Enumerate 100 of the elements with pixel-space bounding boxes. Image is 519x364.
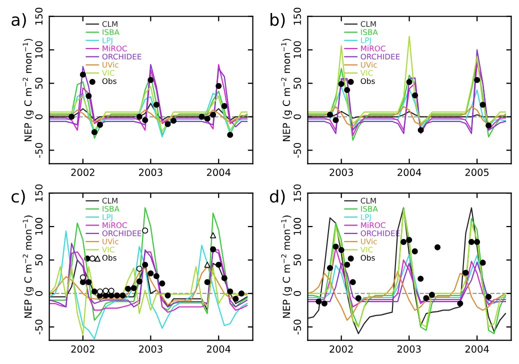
point [142,262,148,268]
point [321,300,328,307]
point [210,232,216,238]
point [326,265,334,272]
point [344,86,350,94]
point [332,117,339,124]
point [434,244,441,250]
point [238,290,244,297]
x-tick-label: 2003 [397,345,421,353]
line-series [308,106,506,128]
point [159,280,166,286]
y-tick-label: 100 [35,218,43,235]
point [91,129,98,136]
y-tick-label: 150 [294,184,301,202]
point [114,292,120,299]
point [170,118,177,124]
point [462,270,469,276]
point [480,102,486,108]
point [221,103,228,110]
point [338,246,344,253]
point [204,262,210,268]
point [120,292,126,299]
point [80,274,86,280]
point [400,238,407,245]
point [216,262,222,268]
x-tick-label: 2004 [465,345,489,353]
point [221,275,228,282]
point [102,288,109,294]
point [412,92,418,98]
chart-title: b) [270,13,285,28]
point [418,276,424,282]
point [148,76,154,83]
point [423,295,430,302]
point [125,286,132,292]
point [136,114,142,120]
point [210,112,216,118]
point [153,273,160,280]
chart-title: d) [270,190,285,205]
x-tick-label: 2002 [330,345,353,353]
point [406,78,412,85]
point [204,279,210,286]
point [216,82,222,90]
point [210,246,216,252]
y-axis-title: NEP (g C m$^{−2}$ mon$^{−1}$) [22,38,34,142]
point [80,72,86,78]
x-tick-label: 2002 [71,168,94,176]
y-axis-title: NEP (g C m$^{−2}$ mon$^{−1}$) [281,38,292,142]
line-series [49,92,248,138]
point [142,228,148,234]
line-series [308,110,506,119]
point [198,114,205,120]
point [412,248,418,254]
y-tick-label: 50 [294,254,301,266]
point [204,116,210,122]
y-tick-label: 0 [35,114,43,120]
point [227,288,234,294]
point [406,236,412,243]
point [332,244,339,250]
y-tick-label: 150 [35,8,43,25]
point [108,288,114,294]
point [480,260,486,266]
point [96,122,104,128]
y-tick-label: 50 [35,254,43,266]
point [232,296,239,302]
point [91,288,98,294]
point [68,114,75,120]
y-axis-title: NEP (g C m$^{−2}$ mon$^{−1}$) [22,216,34,318]
x-tick-label: 2003 [330,168,353,176]
point [164,292,171,299]
point [86,279,92,286]
point [316,298,322,305]
y-tick-label: -50 [35,320,43,334]
line-series [308,270,506,321]
y-tick-label: 150 [35,184,43,202]
point [136,266,142,272]
y-tick-label: 0 [294,291,301,296]
y-tick-label: 0 [294,114,301,120]
y-tick-label: -50 [294,320,301,334]
point [142,117,148,124]
point [474,238,480,245]
point [486,122,492,128]
line-series [49,110,248,123]
y-tick-label: 100 [294,218,301,235]
x-tick-label: 2004 [398,168,422,176]
x-tick-label: 2003 [139,168,162,176]
y-tick-label: -50 [294,142,301,158]
point [153,102,160,108]
y-tick-label: 150 [294,8,301,25]
x-tick-label: 2004 [206,345,230,353]
point [355,295,362,302]
line-series [49,230,248,340]
point [96,288,104,294]
point [164,121,171,128]
x-tick-label: 2002 [71,345,94,353]
x-tick-label: 2003 [139,345,162,353]
y-tick-label: 100 [35,41,43,58]
line-series [49,242,248,308]
point [418,127,424,134]
point [428,292,435,298]
line-series [49,259,248,311]
